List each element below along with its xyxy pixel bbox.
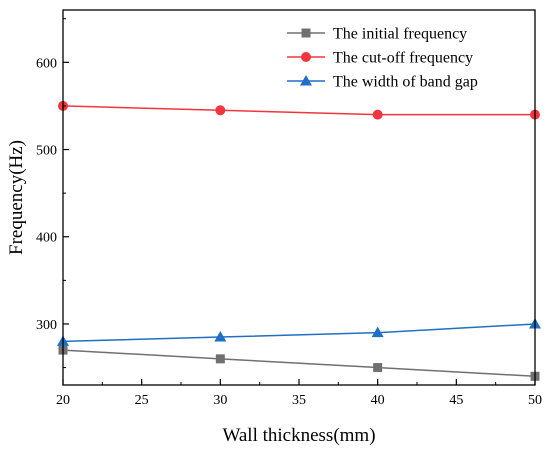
data-point	[215, 354, 225, 364]
series-2	[58, 100, 540, 120]
legend-label: The initial frequency	[333, 26, 467, 43]
legend-item: The initial frequency	[287, 26, 467, 43]
series-line	[62, 349, 536, 378]
x-tick-label: 20	[56, 393, 70, 408]
x-tick-label: 40	[371, 393, 385, 408]
data-point	[372, 109, 383, 120]
x-tick-label: 35	[292, 393, 306, 408]
series-line	[62, 105, 535, 116]
legend-item: The width of band gap	[287, 74, 478, 91]
y-tick-label: 600	[36, 56, 57, 71]
legend-marker	[301, 28, 311, 38]
y-tick-label: 400	[36, 231, 57, 246]
legend-label: The width of band gap	[333, 74, 478, 91]
data-point	[215, 105, 226, 116]
y-axis-title: Frequency(Hz)	[6, 140, 27, 255]
y-tick-label: 500	[36, 144, 57, 159]
legend: The initial frequency The cut-off frequen…	[287, 26, 478, 91]
data-point	[371, 326, 384, 338]
x-tick-label: 45	[449, 393, 463, 408]
legend-marker	[300, 75, 312, 86]
x-tick-label: 25	[135, 393, 149, 408]
series-layer	[57, 100, 541, 381]
y-tick-label: 300	[36, 318, 57, 333]
series-line	[62, 323, 536, 343]
legend-marker	[301, 52, 311, 62]
data-point	[373, 363, 383, 373]
x-tick-label: 30	[213, 393, 227, 408]
x-axis-title: Wall thickness(mm)	[222, 425, 375, 446]
series-1	[58, 345, 540, 381]
legend-item: The cut-off frequency	[287, 50, 473, 67]
ticks-layer: 20 25 30 35 40 45 50 300 400 500 600	[36, 18, 542, 408]
x-tick-label: 50	[528, 393, 542, 408]
legend-label: The cut-off frequency	[333, 50, 473, 67]
data-point	[214, 331, 227, 342]
series-3	[57, 317, 541, 346]
